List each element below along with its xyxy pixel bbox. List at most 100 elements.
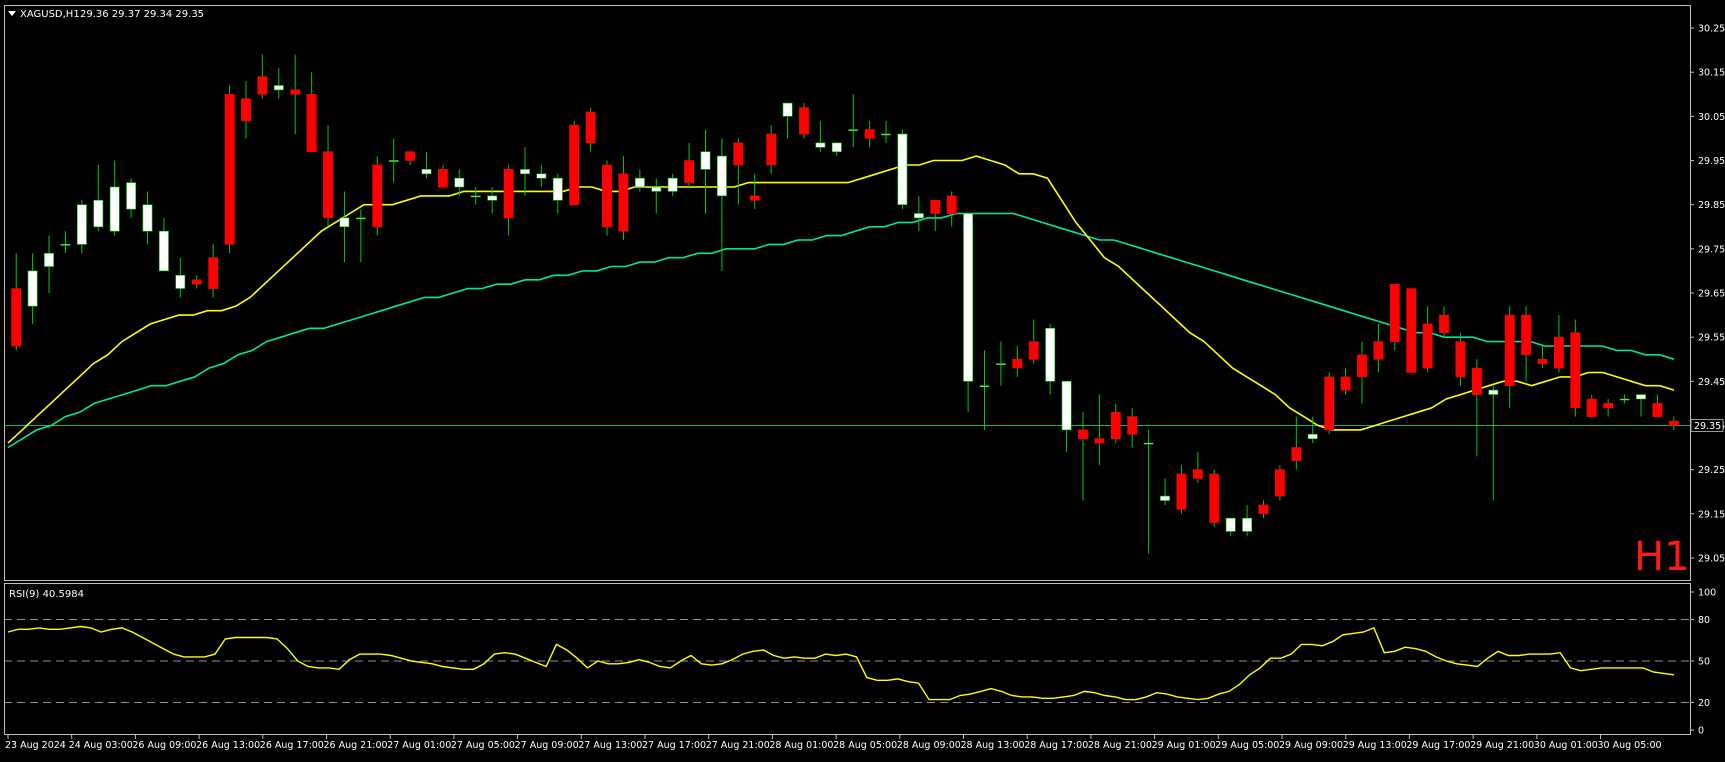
price-tick-label: 30.15 <box>1698 68 1725 79</box>
candle-bear <box>191 279 202 285</box>
candle-bull <box>1160 495 1170 501</box>
price-tick-label: 29.95 <box>1698 156 1725 167</box>
candle-bear <box>733 142 744 166</box>
symbol-dropdown-icon[interactable] <box>8 11 16 16</box>
candle-bear <box>1668 420 1679 426</box>
candle-bull <box>77 204 87 245</box>
time-tick-label: 28 Aug 09:00 <box>897 740 961 751</box>
time-tick-label: 28 Aug 13:00 <box>961 740 1025 751</box>
price-tick-label: 29.75 <box>1698 244 1725 255</box>
time-tick-label: 26 Aug 09:00 <box>132 740 196 751</box>
candle-bear <box>323 151 333 219</box>
time-tick-label: 27 Aug 13:00 <box>578 740 642 751</box>
rsi-tick-label: 80 <box>1698 615 1710 626</box>
candle-bear <box>11 288 22 347</box>
candle-bear <box>1472 367 1482 395</box>
candle-bull <box>881 133 891 136</box>
time-tick-label: 26 Aug 13:00 <box>196 740 260 751</box>
candle-bear <box>946 195 957 214</box>
rsi-tick-label: 50 <box>1698 657 1710 668</box>
candle-bear <box>1422 323 1433 369</box>
candle-bear <box>1537 358 1548 364</box>
candle-bull <box>897 133 908 205</box>
time-tick-label: 28 Aug 01:00 <box>769 740 833 751</box>
time-tick-label: 24 Aug 03:00 <box>69 740 133 751</box>
candle-bull <box>979 385 990 388</box>
price-tick-label: 29.45 <box>1698 377 1725 388</box>
candle-bull <box>651 186 662 192</box>
candle-bull <box>142 204 153 232</box>
time-tick-label: 27 Aug 09:00 <box>515 740 579 751</box>
candle-bear <box>1193 469 1203 479</box>
candle-bull <box>339 217 350 227</box>
candle-bear <box>1275 469 1285 497</box>
candle-bear <box>585 111 596 144</box>
candle-bear <box>208 257 219 289</box>
candle-bull <box>175 274 186 289</box>
candle-bear <box>1176 473 1187 510</box>
candle-bear <box>1439 314 1449 334</box>
candle-bear <box>1373 341 1384 360</box>
time-tick-label: 28 Aug 05:00 <box>833 740 897 751</box>
time-tick-label: 29 Aug 13:00 <box>1343 740 1407 751</box>
candle-bear <box>1455 341 1466 378</box>
candle-bear <box>618 173 629 232</box>
candle-bull <box>1619 398 1630 401</box>
current-price-label: 29.35 <box>1694 421 1721 432</box>
candle-bear <box>1406 288 1417 373</box>
candle-bull <box>716 155 727 197</box>
rsi-tick-label: 20 <box>1698 698 1710 709</box>
candle-bull <box>421 169 432 175</box>
candle-bull <box>1307 433 1318 439</box>
candle-bear <box>569 124 580 205</box>
candle-bull <box>487 195 498 201</box>
candle-bear <box>1570 332 1581 409</box>
rsi-tick-label: 100 <box>1698 588 1716 599</box>
candle-bear <box>766 133 777 166</box>
candle-bull <box>1143 442 1154 445</box>
price-tick-label: 30.05 <box>1698 112 1725 123</box>
candle-bear <box>799 107 809 135</box>
candle-bull <box>848 129 859 131</box>
time-tick-label: 29 Aug 17:00 <box>1406 740 1470 751</box>
candle-bull <box>1061 380 1072 431</box>
candle-bull <box>995 363 1006 365</box>
time-tick-label: 27 Aug 21:00 <box>706 740 770 751</box>
candle-bear <box>1521 314 1531 356</box>
candle-bear <box>864 129 875 139</box>
candle-bear <box>372 164 383 228</box>
candle-bull <box>963 213 973 382</box>
candle-bear <box>437 169 448 188</box>
time-tick-label: 23 Aug 2024 <box>5 740 66 751</box>
candle-bull <box>1488 389 1499 395</box>
price-tick-label: 29.05 <box>1698 553 1725 564</box>
time-tick-label: 28 Aug 21:00 <box>1088 740 1152 751</box>
time-tick-label: 27 Aug 01:00 <box>387 740 451 751</box>
candle-bull <box>1045 327 1056 382</box>
candle-bull <box>1225 517 1236 532</box>
candle-bull <box>159 230 169 272</box>
candle-bear <box>1127 416 1138 435</box>
time-tick-label: 27 Aug 05:00 <box>451 740 515 751</box>
ma-fast-line <box>7 155 1675 444</box>
candle-bull <box>388 160 399 162</box>
candle-bull <box>44 253 54 267</box>
candle-bear <box>1258 504 1269 514</box>
candle-bull <box>913 213 924 219</box>
candle-bull <box>520 169 530 175</box>
time-tick-label: 29 Aug 01:00 <box>1152 740 1216 751</box>
axis-layer: 30.25 30.15 30.05 29.95 29.85 29.75 29.65 29.55… <box>5 24 1725 751</box>
candle-bull <box>273 85 284 91</box>
price-tick-label: 29.25 <box>1698 465 1725 476</box>
time-tick-label: 29 Aug 05:00 <box>1215 740 1279 751</box>
price-tick-label: 29.55 <box>1698 333 1725 344</box>
rsi-label: RSI(9) 40.5984 <box>9 589 84 600</box>
price-tick-label: 29.15 <box>1698 509 1725 520</box>
candle-bear <box>1324 376 1335 431</box>
symbol-label[interactable]: XAGUSD,H1 <box>20 9 80 20</box>
price-tick-label: 29.65 <box>1698 289 1725 300</box>
time-tick-label: 30 Aug 05:00 <box>1598 740 1662 751</box>
